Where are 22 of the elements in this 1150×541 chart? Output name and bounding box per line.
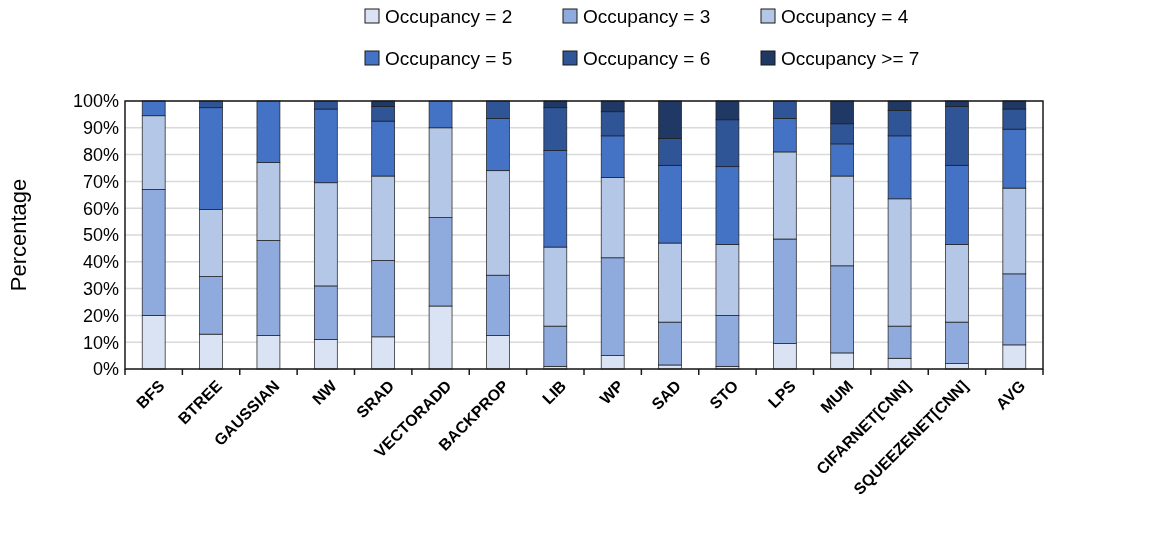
y-tick-label: 50% [82,225,119,246]
y-tick-label: 0% [92,359,119,380]
y-tick-label: 60% [82,198,119,219]
legend-label: Occupancy = 4 [781,5,909,27]
y-tick-label: 10% [82,332,119,353]
x-tick-label: LPS [764,376,800,412]
y-tick-label: 40% [82,252,119,273]
y-tick-label: 20% [82,305,119,326]
legend-label: Occupancy = 5 [385,47,513,69]
legend-label: Occupancy = 6 [583,47,711,69]
legend-label: Occupancy >= 7 [781,47,920,69]
y-tick-label: 80% [82,144,119,165]
y-tick-label: 100% [72,91,119,112]
y-axis-title: Percentage [6,178,31,292]
y-tick-label: 90% [82,118,119,139]
legend-label: Occupancy = 3 [583,5,711,27]
legend-label: Occupancy = 2 [385,5,513,27]
x-tick-label: WP [596,376,627,408]
x-tick-label: NW [309,376,341,408]
x-tick-label: LIB [539,377,570,408]
y-tick-label: 30% [82,278,119,299]
y-tick-label: 70% [82,171,119,192]
